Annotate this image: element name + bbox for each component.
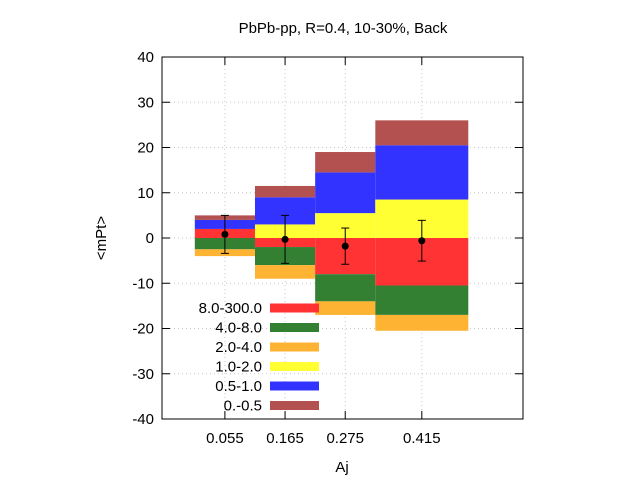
y-tick-label: 40 <box>137 49 154 66</box>
y-tick-label: 10 <box>137 185 154 202</box>
y-tick-label: -10 <box>132 275 154 292</box>
x-tick-label: 0.415 <box>403 430 441 447</box>
data-point <box>418 237 426 245</box>
x-axis-label: Aj <box>335 459 348 476</box>
legend-label: 2.0-4.0 <box>215 339 262 356</box>
chart-title: PbPb-pp, R=0.4, 10-30%, Back <box>239 20 448 37</box>
bar-segment <box>315 274 376 302</box>
x-tick-label: 0.275 <box>326 430 364 447</box>
bar-segment <box>375 120 469 146</box>
legend-label: 0.5-1.0 <box>215 378 262 395</box>
legend-swatch <box>270 381 319 391</box>
legend-label: 8.0-300.0 <box>199 300 262 317</box>
bar-segment <box>375 285 469 315</box>
legend: 8.0-300.0 4.0-8.0 2.0-4.0 1.0-2.0 0.5-1.0 0.-… <box>199 300 319 415</box>
bar-segment <box>315 152 376 173</box>
legend-label: 4.0-8.0 <box>215 320 262 337</box>
y-tick-label: 0 <box>146 230 154 247</box>
x-axis: 0.055 0.165 0.275 0.415 <box>206 57 441 447</box>
y-axis-label: <mPt> <box>93 216 110 260</box>
legend-swatch <box>270 401 319 410</box>
data-point <box>281 235 289 243</box>
error-points <box>220 214 426 265</box>
legend-swatch <box>270 323 319 332</box>
y-tick-label: -30 <box>132 366 154 383</box>
x-tick-label: 0.165 <box>266 430 304 447</box>
y-tick-label: 20 <box>137 140 154 157</box>
legend-swatch <box>270 303 319 313</box>
bar-segment <box>254 185 316 198</box>
data-point <box>341 242 349 250</box>
data-point <box>221 230 229 238</box>
bar-segment <box>254 265 316 279</box>
bar-segment <box>375 145 469 200</box>
bar-segment <box>315 172 376 214</box>
legend-label: 0.-0.5 <box>224 398 262 415</box>
y-axis: -40 -30 -20 -10 0 10 20 30 40 <box>132 49 523 428</box>
legend-label: 1.0-2.0 <box>215 359 262 376</box>
y-tick-label: 30 <box>137 94 154 111</box>
legend-swatch <box>270 362 319 371</box>
x-tick-label: 0.055 <box>206 430 244 447</box>
y-tick-label: -20 <box>132 321 154 338</box>
y-tick-label: -40 <box>132 411 154 428</box>
legend-swatch <box>270 342 319 352</box>
bar-segment <box>315 301 376 315</box>
bar-segment <box>375 314 469 331</box>
